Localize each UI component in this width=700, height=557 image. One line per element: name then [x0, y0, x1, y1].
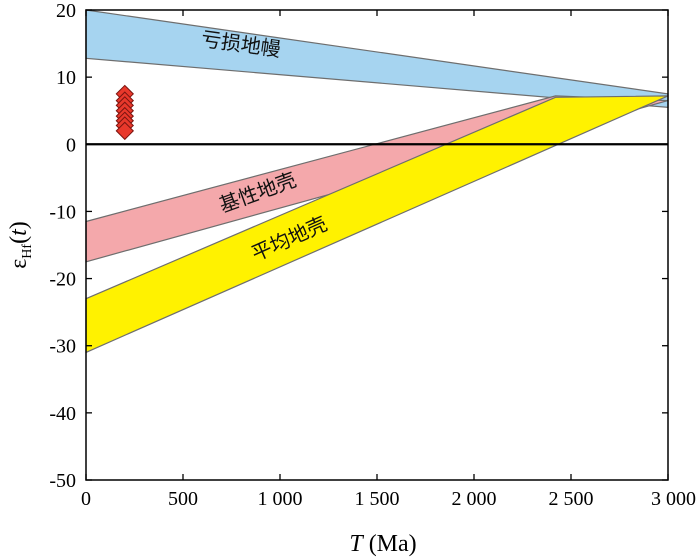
y-tick-label-10: 10 [56, 67, 76, 89]
x-tick-label-2-500: 2 500 [549, 488, 594, 510]
x-tick-label-1-500: 1 500 [355, 488, 400, 510]
x-tick-label-3-000: 3 000 [651, 488, 696, 510]
y-tick-label-20: 20 [56, 0, 76, 22]
y-tick-label--30: -30 [49, 336, 76, 358]
points-layer [115, 84, 135, 141]
y-tick-label--10: -10 [49, 201, 76, 223]
y-tick-label--40: -40 [49, 403, 76, 425]
data-point-8 [115, 121, 135, 141]
ticks-layer [85, 9, 669, 481]
band-depleted-mantle [85, 9, 669, 109]
y-tick-label--20: -20 [49, 269, 76, 291]
x-tick-label-500: 500 [168, 488, 198, 510]
y-tick-label-0: 0 [66, 134, 76, 156]
y-tick-label--50: -50 [49, 470, 76, 492]
x-tick-label-2-000: 2 000 [452, 488, 497, 510]
y-axis-title: εHf(t) [6, 221, 35, 269]
bands-layer [85, 9, 669, 354]
x-tick-label-0: 0 [81, 488, 91, 510]
tick-labels-layer: 0 500 1 000 1 500 2 000 2 500 3 000 20 10 0 -10 -20… [49, 0, 696, 510]
x-tick-label-1-000: 1 000 [258, 488, 303, 510]
x-axis-title: T (Ma) [349, 531, 416, 557]
